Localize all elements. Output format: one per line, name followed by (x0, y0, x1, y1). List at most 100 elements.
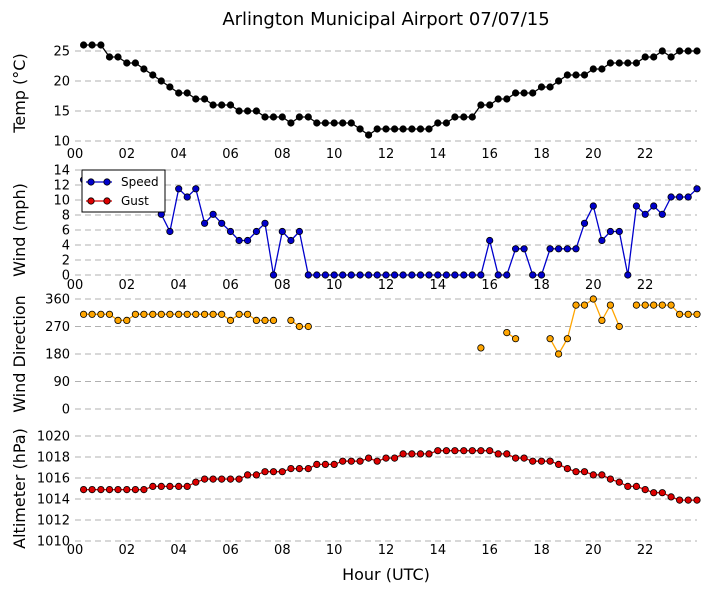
y-tick-label: 14 (53, 164, 70, 179)
data-point-speed (356, 271, 364, 279)
data-point-temp (175, 89, 183, 97)
data-point-temp (364, 131, 373, 139)
data-point-altimeter (166, 482, 174, 490)
series-line-temp (83, 44, 697, 136)
data-point-speed (244, 236, 252, 245)
data-point-speed (563, 245, 572, 253)
y-tick-label: 270 (45, 320, 70, 335)
data-point-temp (641, 53, 649, 61)
data-point-altimeter (261, 468, 269, 476)
data-point-temp (209, 101, 217, 109)
data-point-direction (606, 301, 615, 309)
data-point-altimeter (321, 460, 329, 468)
y-tick-label: 4 (62, 239, 70, 254)
data-point-direction (287, 316, 295, 324)
data-point-direction (615, 322, 623, 331)
data-point-direction (580, 301, 589, 309)
data-point-altimeter (511, 454, 520, 462)
data-point-speed (477, 271, 485, 279)
data-point-temp (114, 53, 122, 61)
data-point-direction (641, 301, 649, 309)
data-point-speed (313, 271, 321, 279)
data-point-speed (321, 271, 329, 279)
data-point-direction (563, 335, 572, 343)
y-tick-label: 25 (53, 45, 70, 60)
data-point-temp (589, 65, 597, 73)
data-point-temp (321, 119, 329, 127)
data-point-temp (615, 59, 623, 67)
data-point-altimeter (287, 464, 295, 473)
data-point-temp (624, 59, 632, 67)
data-point-direction (97, 310, 105, 318)
data-point-direction (114, 316, 122, 324)
data-point-temp (693, 47, 701, 55)
legend-marker (103, 178, 111, 186)
data-point-altimeter (201, 475, 209, 483)
data-point-altimeter (580, 468, 589, 476)
data-point-temp (442, 119, 450, 127)
data-point-speed (434, 271, 442, 279)
data-point-temp (546, 83, 554, 91)
data-point-direction (503, 328, 511, 337)
data-point-speed (235, 236, 243, 245)
x-axis-label: Hour (UTC) (342, 565, 430, 584)
y-tick-label: 1010 (37, 535, 70, 550)
data-point-temp (511, 89, 520, 97)
data-point-altimeter (278, 468, 286, 476)
data-point-speed (364, 271, 373, 279)
data-point-speed (183, 193, 191, 201)
x-tick-label: 04 (170, 543, 187, 558)
data-point-altimeter (339, 457, 347, 465)
x-tick-label: 16 (481, 278, 498, 293)
data-point-speed (347, 271, 355, 279)
data-point-altimeter (537, 457, 546, 465)
legend: Speed Gust (81, 169, 166, 213)
data-point-temp (399, 125, 407, 133)
panel-direction: 0 90 180 270 360 Wind Direction (10, 293, 701, 418)
data-point-temp (494, 95, 502, 103)
data-point-speed (554, 245, 563, 253)
data-point-altimeter (157, 482, 165, 490)
data-point-altimeter (503, 450, 511, 458)
data-point-altimeter (693, 496, 701, 504)
data-point-speed (624, 271, 632, 279)
data-point-temp (244, 107, 252, 115)
data-point-speed (382, 271, 390, 279)
data-point-temp (416, 125, 425, 133)
data-point-speed (675, 193, 684, 201)
y-tick-label: 15 (53, 105, 70, 120)
data-point-altimeter (269, 468, 278, 476)
legend-marker (87, 197, 95, 205)
data-point-altimeter (589, 471, 597, 479)
data-point-direction (149, 310, 157, 318)
data-point-direction (693, 310, 701, 318)
data-point-altimeter (373, 457, 381, 465)
data-point-direction (244, 310, 252, 318)
series-line-speed (83, 179, 698, 276)
data-point-speed (287, 236, 295, 245)
x-tick-label: 02 (119, 543, 136, 558)
data-point-speed (658, 210, 666, 218)
data-point-direction (140, 310, 148, 318)
data-point-temp (684, 47, 692, 55)
data-point-speed (503, 271, 511, 279)
data-point-altimeter (330, 460, 338, 468)
data-point-speed (304, 271, 312, 279)
data-point-direction (252, 316, 260, 324)
data-point-altimeter (390, 454, 399, 462)
data-point-temp (408, 125, 416, 133)
data-point-speed (684, 193, 692, 201)
y-tick-label: 0 (62, 403, 70, 418)
y-axis-label: Wind Direction (10, 295, 29, 413)
data-point-altimeter (382, 454, 390, 462)
data-point-speed (166, 227, 174, 236)
data-point-direction (295, 322, 303, 331)
data-point-temp (390, 125, 399, 133)
x-tick-label: 18 (533, 543, 550, 558)
data-point-temp (226, 101, 235, 109)
data-point-speed (192, 185, 200, 193)
x-tick-label: 02 (119, 147, 136, 162)
data-point-altimeter (486, 447, 494, 455)
data-point-altimeter (149, 482, 157, 490)
data-point-altimeter (295, 464, 303, 473)
